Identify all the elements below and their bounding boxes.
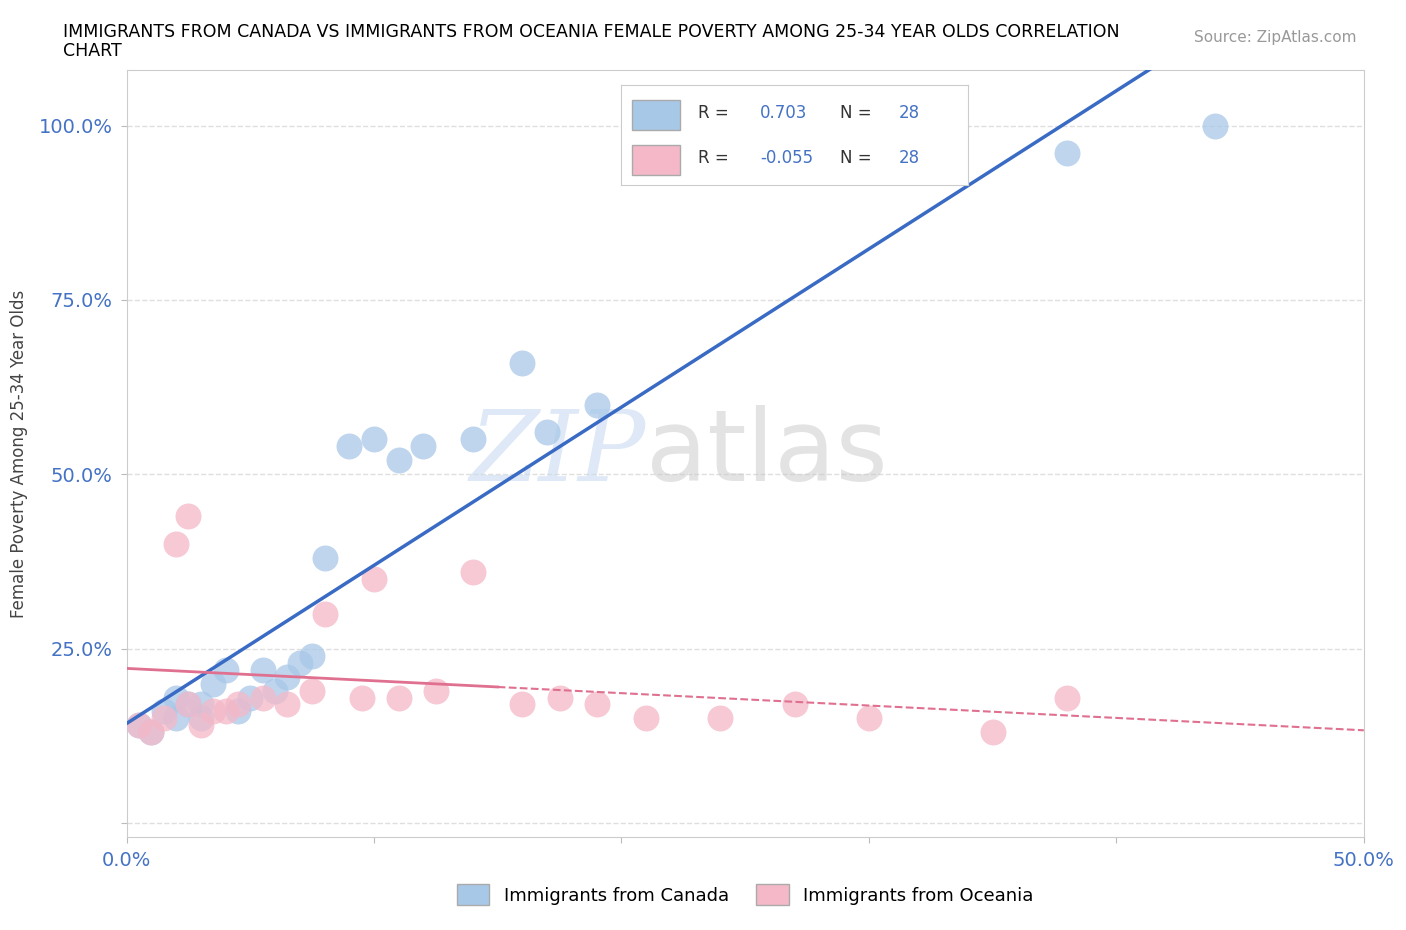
Point (276, 670, 298, 684)
Point (190, 718, 212, 733)
Point (202, 704, 225, 719)
Point (141, 725, 163, 740)
Point (412, 439, 434, 454)
Point (388, 690, 411, 705)
Point (177, 698, 200, 712)
Point (363, 571, 385, 587)
Point (536, 425, 558, 440)
Text: Source: ZipAtlas.com: Source: ZipAtlas.com (1194, 30, 1357, 45)
Point (548, 690, 571, 705)
Point (858, 711, 880, 726)
Point (165, 537, 187, 551)
Point (239, 690, 262, 705)
Point (190, 698, 212, 712)
Text: IMMIGRANTS FROM CANADA VS IMMIGRANTS FROM OCEANIA FEMALE POVERTY AMONG 25-34 YEA: IMMIGRANTS FROM CANADA VS IMMIGRANTS FRO… (63, 23, 1121, 41)
Point (264, 683, 287, 698)
Point (141, 725, 163, 740)
Point (425, 683, 447, 698)
Point (461, 432, 484, 447)
Point (512, 355, 534, 370)
Point (152, 704, 174, 719)
Y-axis label: Female Poverty Among 25-34 Year Olds: Female Poverty Among 25-34 Year Olds (10, 289, 28, 618)
Point (388, 453, 411, 468)
Point (363, 432, 385, 447)
Point (226, 704, 249, 719)
Point (252, 662, 274, 677)
Point (165, 690, 187, 705)
Point (709, 711, 731, 726)
Point (585, 397, 607, 412)
Point (1056, 146, 1078, 161)
Point (128, 718, 150, 733)
Point (1204, 118, 1226, 133)
Point (636, 711, 658, 726)
Point (288, 656, 311, 671)
Point (276, 698, 298, 712)
Point (337, 439, 360, 454)
Point (314, 606, 336, 621)
Point (461, 565, 484, 579)
Point (177, 509, 200, 524)
Point (214, 662, 236, 677)
Point (152, 711, 174, 726)
Point (226, 698, 249, 712)
Text: ZIP: ZIP (470, 405, 647, 501)
Point (981, 725, 1004, 740)
Point (1056, 690, 1078, 705)
Point (252, 690, 274, 705)
Point (177, 698, 200, 712)
Point (301, 648, 323, 663)
Text: atlas: atlas (647, 405, 887, 502)
Point (314, 551, 336, 565)
Point (783, 698, 806, 712)
Point (190, 711, 212, 726)
Point (512, 698, 534, 712)
Point (301, 683, 323, 698)
Point (128, 718, 150, 733)
Point (585, 698, 607, 712)
Point (165, 711, 187, 726)
Point (214, 704, 236, 719)
Legend: Immigrants from Canada, Immigrants from Oceania: Immigrants from Canada, Immigrants from … (450, 877, 1040, 912)
Point (350, 690, 373, 705)
Text: CHART: CHART (63, 42, 122, 60)
Point (202, 676, 225, 691)
